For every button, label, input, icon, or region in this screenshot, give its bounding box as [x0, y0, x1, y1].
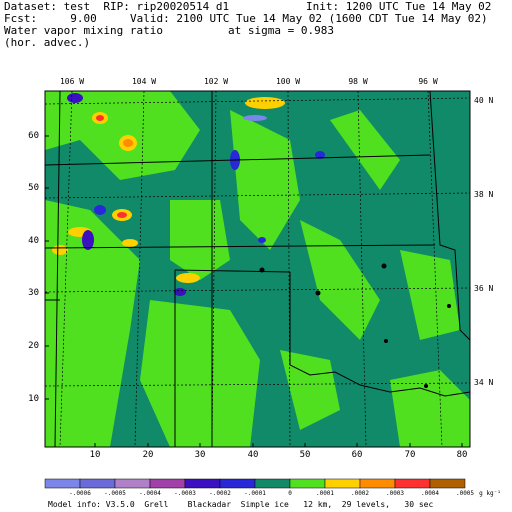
- colorbar-label: -.0003: [174, 490, 196, 497]
- colorbar-label: 0: [288, 490, 292, 497]
- lon-label: 100 W: [275, 77, 301, 86]
- colorbar-unit: g kg⁻¹: [479, 490, 501, 497]
- lat-label: 38 N: [474, 190, 494, 199]
- colorbar-label: .0005: [455, 490, 475, 497]
- model-info: Model info: V3.5.0 Grell Blackadar Simpl…: [48, 500, 434, 509]
- colorbar-swatch: [44, 478, 81, 489]
- frame-ticks: [45, 135, 463, 447]
- lon-label: 106 W: [59, 77, 85, 86]
- y-tick-label: 40: [28, 236, 39, 246]
- init-time: Init: 1200 UTC Tue 14 May 02: [306, 0, 492, 13]
- colorbar-swatch: [429, 478, 466, 489]
- y-tick-label: 60: [28, 131, 39, 141]
- city-markers: [259, 263, 451, 388]
- colorbar-swatch: [114, 478, 151, 489]
- map-frame: [44, 90, 471, 448]
- lat-lon-grid: [44, 90, 471, 448]
- colorbar-label: -.0005: [104, 490, 126, 497]
- colorbar-label: .0004: [420, 490, 440, 497]
- x-tick-label: 40: [247, 450, 259, 460]
- lon-label: 96 W: [418, 77, 438, 86]
- colorbar-swatch: [184, 478, 221, 489]
- lon-label: 104 W: [131, 77, 157, 86]
- dataset-label: Dataset: test RIP: rip20020514 d1: [4, 0, 230, 13]
- colorbar-label: .0002: [350, 490, 370, 497]
- forecast-hour: Fcst: 9.00: [4, 12, 97, 25]
- colorbar-label: -.0004: [139, 490, 161, 497]
- field-name: Water vapor mixing ratio: [4, 24, 163, 37]
- y-tick-label: 50: [28, 183, 39, 193]
- lat-label: 36 N: [474, 284, 494, 293]
- x-tick-label: 30: [194, 450, 206, 460]
- y-tick-label: 30: [28, 288, 39, 298]
- colorbar-swatch: [79, 478, 116, 489]
- colorbar-label: -.0001: [244, 490, 266, 497]
- lat-label: 40 N: [474, 96, 494, 105]
- colorbar-swatch: [219, 478, 256, 489]
- negative-advection-spots: [67, 93, 325, 296]
- advection-note: (hor. advec.): [4, 36, 91, 49]
- x-tick-label: 20: [142, 450, 154, 460]
- lon-label: 102 W: [203, 77, 229, 86]
- colorbar-swatch: [324, 478, 361, 489]
- colorbar-swatch: [149, 478, 186, 489]
- colorbar-swatch: [254, 478, 291, 489]
- colorbar: [44, 478, 466, 489]
- lat-label: 34 N: [474, 378, 494, 387]
- colorbar-label: -.0006: [69, 490, 91, 497]
- colorbar-label: -.0002: [209, 490, 231, 497]
- y-tick-label: 10: [28, 394, 39, 404]
- colorbar-swatch: [359, 478, 396, 489]
- positive-advection-areas: [45, 91, 470, 447]
- x-tick-label: 10: [89, 450, 101, 460]
- colorbar-label: .0001: [315, 490, 335, 497]
- x-tick-label: 50: [299, 450, 311, 460]
- valid-time: Valid: 2100 UTC Tue 14 May 02 (1600 CDT …: [130, 12, 488, 25]
- x-tick-label: 60: [351, 450, 363, 460]
- lon-label: 98 W: [348, 77, 368, 86]
- sigma-level: at sigma = 0.983: [228, 24, 334, 37]
- x-tick-label: 80: [456, 450, 468, 460]
- state-boundaries: [44, 90, 471, 448]
- colorbar-swatch: [394, 478, 431, 489]
- colorbar-swatch: [289, 478, 326, 489]
- y-tick-label: 20: [28, 341, 39, 351]
- colorbar-label: .0003: [385, 490, 405, 497]
- x-tick-label: 70: [404, 450, 416, 460]
